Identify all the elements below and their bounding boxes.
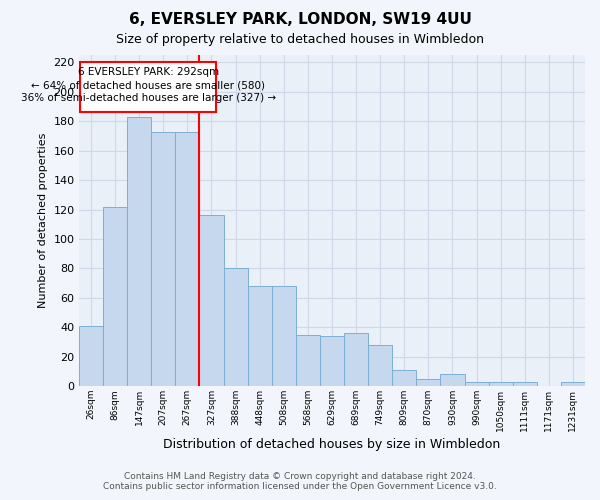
Text: Contains HM Land Registry data © Crown copyright and database right 2024.: Contains HM Land Registry data © Crown c… [124, 472, 476, 481]
Bar [488, 382, 513, 386]
FancyBboxPatch shape [80, 62, 216, 112]
Bar [79, 326, 103, 386]
Text: 6 EVERSLEY PARK: 292sqm: 6 EVERSLEY PARK: 292sqm [77, 67, 219, 77]
Bar [464, 382, 488, 386]
Bar [272, 286, 296, 386]
Bar [416, 379, 440, 386]
Text: 36% of semi-detached houses are larger (327) →: 36% of semi-detached houses are larger (… [20, 94, 276, 104]
Y-axis label: Number of detached properties: Number of detached properties [38, 133, 48, 308]
Bar [103, 206, 127, 386]
Bar [127, 117, 151, 386]
Bar [175, 132, 199, 386]
Bar [440, 374, 464, 386]
Bar [368, 345, 392, 386]
Bar [320, 336, 344, 386]
Bar [224, 268, 248, 386]
Bar [344, 333, 368, 386]
Text: ← 64% of detached houses are smaller (580): ← 64% of detached houses are smaller (58… [31, 80, 265, 90]
Bar [296, 334, 320, 386]
Bar [392, 370, 416, 386]
X-axis label: Distribution of detached houses by size in Wimbledon: Distribution of detached houses by size … [163, 438, 500, 451]
Bar [561, 382, 585, 386]
Text: Size of property relative to detached houses in Wimbledon: Size of property relative to detached ho… [116, 32, 484, 46]
Bar [151, 132, 175, 386]
Text: Contains public sector information licensed under the Open Government Licence v3: Contains public sector information licen… [103, 482, 497, 491]
Bar [199, 216, 224, 386]
Text: 6, EVERSLEY PARK, LONDON, SW19 4UU: 6, EVERSLEY PARK, LONDON, SW19 4UU [128, 12, 472, 28]
Bar [513, 382, 537, 386]
Bar [248, 286, 272, 386]
